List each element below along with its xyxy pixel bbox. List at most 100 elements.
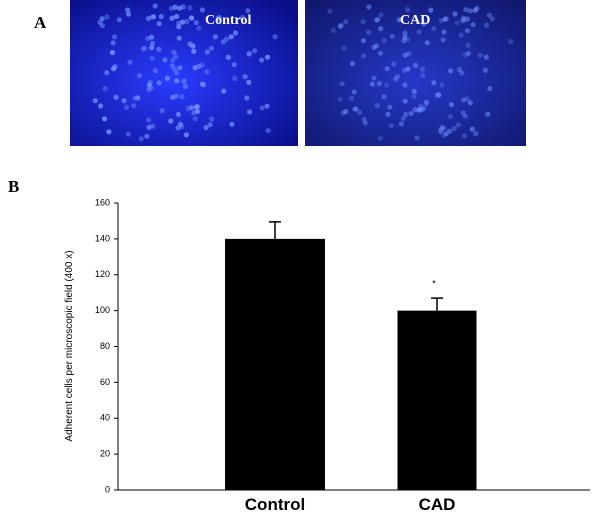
cell-dot <box>264 103 270 109</box>
cell-dot <box>461 15 467 21</box>
cell-dot <box>438 129 444 135</box>
cell-dot <box>402 52 408 58</box>
cell-dot <box>171 66 178 72</box>
cell-dot <box>434 92 440 99</box>
cell-dot <box>259 57 265 63</box>
y-tick-label: 60 <box>100 377 110 387</box>
cell-dot <box>170 94 176 100</box>
cell-dot <box>228 34 234 40</box>
cell-dot <box>456 67 463 73</box>
cell-dot <box>148 85 154 91</box>
cell-dot <box>223 36 230 42</box>
cell-dot <box>420 72 426 78</box>
cell-dot <box>164 75 170 81</box>
cell-dot <box>338 22 344 28</box>
cell-dot <box>369 81 375 87</box>
cell-dot <box>464 96 470 102</box>
cell-dot <box>192 65 198 71</box>
cell-dot <box>439 82 445 88</box>
cell-dot <box>452 11 458 17</box>
cell-dot <box>402 30 408 36</box>
cell-dot <box>411 88 417 94</box>
cell-dot <box>467 100 473 106</box>
cell-dot <box>189 15 195 21</box>
y-tick-label: 100 <box>95 305 110 315</box>
cell-dot <box>377 135 384 141</box>
cell-dot <box>438 18 444 24</box>
cell-dot <box>113 94 119 100</box>
cell-dot <box>242 74 248 80</box>
cell-dot <box>265 54 271 60</box>
cell-dot <box>374 102 380 109</box>
cell-dot <box>149 40 156 47</box>
cell-dot <box>142 45 148 51</box>
cell-dot <box>439 124 445 130</box>
cell-dot <box>424 40 430 46</box>
cell-dot <box>225 54 231 61</box>
cell-dot <box>156 80 162 86</box>
cell-dot <box>272 34 278 40</box>
cell-dot <box>212 34 218 40</box>
cell-dot <box>191 48 197 54</box>
cell-dot <box>423 99 429 105</box>
cell-dot <box>483 54 489 60</box>
cell-dot <box>92 98 98 104</box>
panel-label: B <box>8 177 19 196</box>
cell-dot <box>174 78 180 84</box>
cell-dot <box>394 74 401 80</box>
cell-dot <box>156 21 162 27</box>
cell-dot <box>376 81 382 87</box>
cell-dot <box>463 7 469 13</box>
cell-dot <box>473 131 479 137</box>
cell-dot <box>159 108 165 114</box>
cell-dot <box>125 131 131 137</box>
cell-dot <box>460 18 466 24</box>
cell-dot <box>482 67 488 73</box>
cell-dot <box>508 38 514 45</box>
cell-dot <box>187 5 193 11</box>
cell-dot <box>169 15 175 21</box>
cell-dot <box>176 35 182 41</box>
cell-dot <box>401 67 408 73</box>
cell-dot <box>191 110 197 116</box>
cell-dot <box>378 26 384 32</box>
cell-dot <box>462 52 468 58</box>
bar <box>397 310 477 490</box>
cell-dot <box>408 110 414 116</box>
cell-dot <box>377 50 383 56</box>
y-tick-label: 160 <box>95 197 110 207</box>
cell-dot <box>389 33 395 39</box>
cell-dot <box>145 15 152 21</box>
cell-dot <box>199 81 205 87</box>
cell-dot <box>464 16 471 22</box>
cell-dot <box>462 133 468 139</box>
cell-dot <box>152 3 158 9</box>
cell-dot <box>172 4 178 10</box>
cell-dot <box>337 23 343 30</box>
cell-dot <box>462 113 468 119</box>
cell-dot <box>442 16 448 22</box>
cell-dot <box>465 42 471 48</box>
error-bar <box>431 297 443 311</box>
cell-dot <box>240 14 246 20</box>
cell-dot <box>400 115 406 122</box>
cell-dot <box>477 52 483 58</box>
cell-dot <box>440 37 446 43</box>
cell-dot <box>99 16 105 22</box>
cell-dot <box>188 15 194 21</box>
cell-dot <box>177 121 184 127</box>
panel-label: A <box>34 13 47 32</box>
cell-dot <box>373 43 379 49</box>
cell-dot <box>381 94 387 100</box>
cell-dot <box>371 75 377 81</box>
cell-dot <box>401 38 407 44</box>
cell-dot <box>392 76 399 82</box>
cell-dot <box>378 12 384 18</box>
cell-dot <box>123 104 130 111</box>
cell-dot <box>361 116 367 122</box>
cell-dot <box>366 4 372 10</box>
cell-dot <box>112 64 118 70</box>
cell-dot <box>487 86 493 92</box>
cell-dot <box>168 5 175 11</box>
cell-dot <box>420 66 426 72</box>
